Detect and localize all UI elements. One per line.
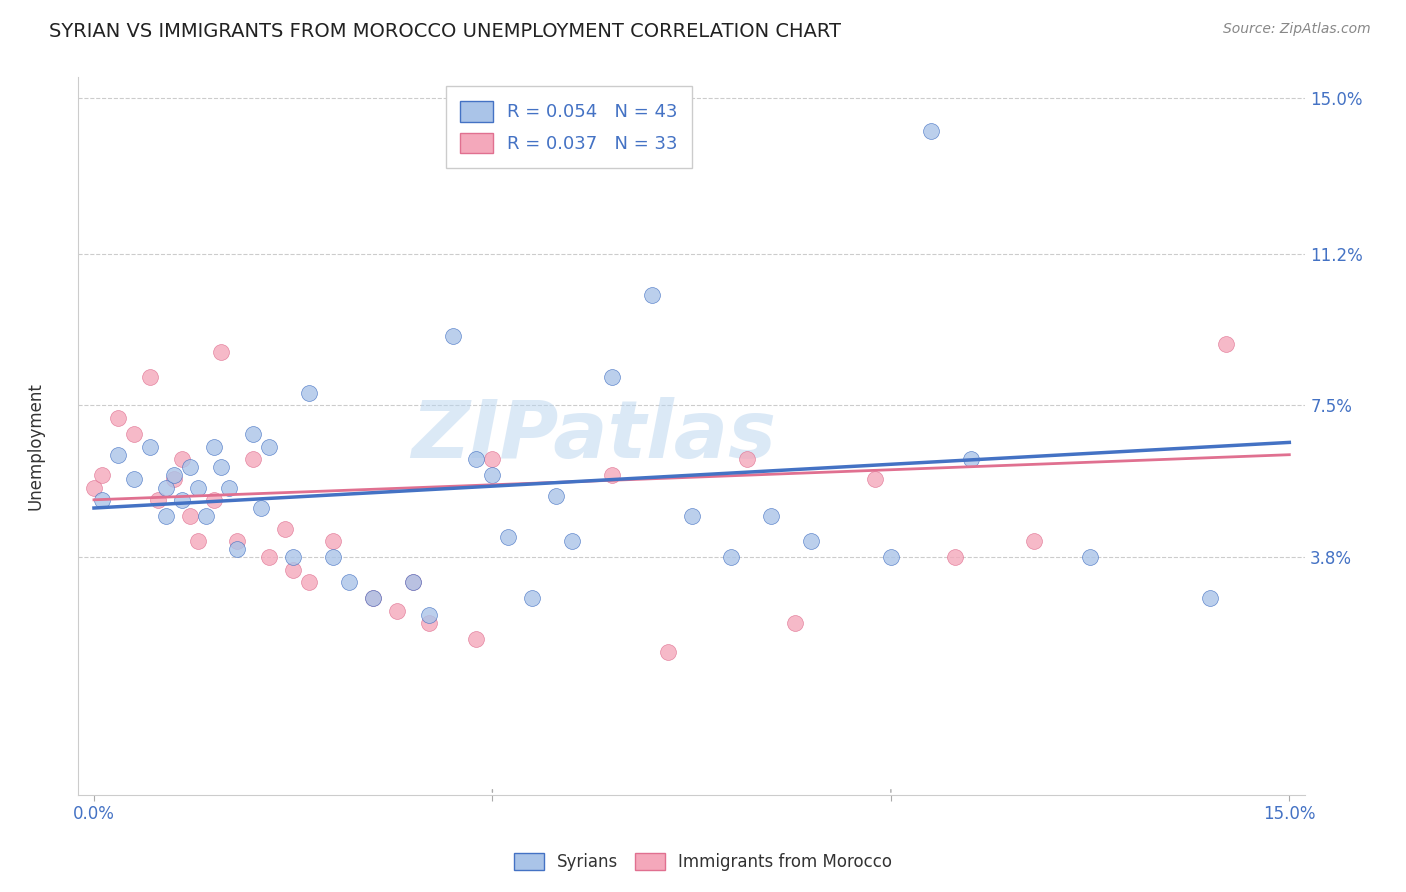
Point	[155, 509, 177, 524]
Point	[1078, 550, 1101, 565]
Point	[785, 615, 807, 630]
Point	[1024, 533, 1046, 548]
Point	[202, 440, 225, 454]
Point	[418, 615, 440, 630]
Point	[402, 574, 425, 589]
Point	[361, 591, 384, 606]
Point	[226, 533, 249, 548]
Point	[761, 509, 783, 524]
Point	[139, 369, 162, 384]
Point	[322, 550, 344, 565]
Point	[218, 481, 240, 495]
Point	[561, 533, 583, 548]
Point	[242, 451, 264, 466]
Point	[498, 530, 520, 544]
Point	[1198, 591, 1220, 606]
Point	[259, 550, 281, 565]
Text: Unemployment: Unemployment	[27, 382, 44, 510]
Text: SYRIAN VS IMMIGRANTS FROM MOROCCO UNEMPLOYMENT CORRELATION CHART: SYRIAN VS IMMIGRANTS FROM MOROCCO UNEMPL…	[49, 22, 841, 41]
Point	[920, 124, 942, 138]
Point	[122, 472, 145, 486]
Legend: R = 0.054   N = 43, R = 0.037   N = 33: R = 0.054 N = 43, R = 0.037 N = 33	[446, 87, 692, 168]
Text: Source: ZipAtlas.com: Source: ZipAtlas.com	[1223, 22, 1371, 37]
Point	[211, 345, 233, 359]
Point	[943, 550, 966, 565]
Point	[800, 533, 823, 548]
Point	[481, 468, 503, 483]
Point	[107, 448, 129, 462]
Text: ZIPatlas: ZIPatlas	[411, 397, 776, 475]
Point	[600, 468, 623, 483]
Point	[283, 562, 305, 576]
Point	[298, 386, 321, 401]
Point	[187, 481, 209, 495]
Point	[600, 369, 623, 384]
Point	[657, 644, 679, 658]
Point	[322, 533, 344, 548]
Point	[402, 574, 425, 589]
Point	[441, 328, 464, 343]
Point	[250, 501, 273, 516]
Point	[546, 489, 568, 503]
Point	[274, 522, 297, 536]
Point	[242, 427, 264, 442]
Point	[641, 287, 664, 301]
Point	[959, 451, 981, 466]
Point	[481, 451, 503, 466]
Point	[155, 481, 177, 495]
Point	[146, 492, 169, 507]
Point	[259, 440, 281, 454]
Point	[107, 410, 129, 425]
Point	[522, 591, 544, 606]
Point	[465, 451, 488, 466]
Point	[283, 550, 305, 565]
Point	[681, 509, 703, 524]
Point	[211, 460, 233, 475]
Point	[1215, 337, 1237, 351]
Point	[163, 468, 186, 483]
Point	[737, 451, 759, 466]
Point	[90, 468, 112, 483]
Point	[880, 550, 903, 565]
Legend: Syrians, Immigrants from Morocco: Syrians, Immigrants from Morocco	[505, 845, 901, 880]
Point	[337, 574, 360, 589]
Point	[90, 492, 112, 507]
Point	[187, 533, 209, 548]
Point	[139, 440, 162, 454]
Point	[179, 460, 201, 475]
Point	[170, 451, 193, 466]
Point	[202, 492, 225, 507]
Point	[194, 509, 217, 524]
Point	[122, 427, 145, 442]
Point	[83, 481, 105, 495]
Point	[385, 603, 408, 617]
Point	[465, 632, 488, 647]
Point	[179, 509, 201, 524]
Point	[720, 550, 742, 565]
Point	[163, 472, 186, 486]
Point	[863, 472, 886, 486]
Point	[361, 591, 384, 606]
Point	[298, 574, 321, 589]
Point	[418, 607, 440, 622]
Point	[170, 492, 193, 507]
Point	[226, 541, 249, 556]
